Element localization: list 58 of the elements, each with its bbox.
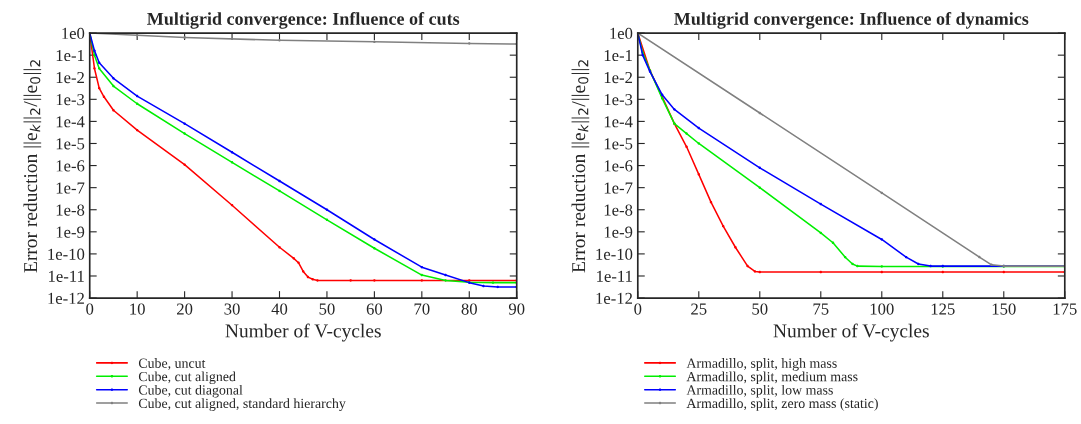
y-tick-label: 1e-11 bbox=[597, 270, 632, 282]
legend-label: Cube, cut aligned bbox=[138, 371, 236, 385]
x-tick-label: 70 bbox=[414, 303, 430, 315]
y-tick-label: 1e-12 bbox=[596, 292, 633, 305]
x-tick-label: 125 bbox=[931, 303, 955, 315]
y-tick-label: 1e-6 bbox=[56, 160, 85, 172]
y-tick-label: 1e0 bbox=[62, 27, 85, 40]
legend-label: Armadillo, split, medium mass bbox=[686, 371, 858, 385]
y-tick-label: 1e0 bbox=[610, 27, 633, 40]
y-tick-label: 1e-2 bbox=[56, 71, 84, 84]
x-tick-label: 50 bbox=[752, 303, 768, 315]
y-tick-label: 1e-7 bbox=[56, 182, 85, 194]
x-axis-title: Number of V-cycles bbox=[773, 323, 929, 342]
y-tick-label: 1e-9 bbox=[56, 226, 85, 238]
y-tick-label: 1e-1 bbox=[604, 49, 632, 62]
legend-label: Armadillo, split, high mass bbox=[686, 358, 837, 371]
legend-label: Armadillo, split, zero mass (static) bbox=[686, 398, 878, 411]
y-tick-label: 1e-10 bbox=[48, 248, 85, 260]
x-tick-label: 50 bbox=[319, 303, 335, 315]
x-tick-label: 20 bbox=[177, 303, 193, 315]
x-tick-label: 0 bbox=[634, 303, 642, 315]
legend-label: Cube, cut diagonal bbox=[138, 384, 243, 398]
legend-label: Cube, cut aligned, standard hierarchy bbox=[138, 398, 346, 411]
x-tick-label: 75 bbox=[813, 303, 829, 315]
y-tick-label: 1e-8 bbox=[56, 204, 85, 216]
y-tick-label: 1e-10 bbox=[596, 248, 633, 260]
y-tick-label: 1e-2 bbox=[604, 71, 633, 84]
y-tick-label: 1e-12 bbox=[48, 292, 84, 305]
y-axis-title: Error reduction ||e$_{k}$||$_{2}$/||e$_{0}$||$_{2}$ bbox=[23, 60, 42, 273]
y-tick-label: 1e-5 bbox=[604, 138, 633, 150]
legend-label: Armadillo, split, low mass bbox=[686, 384, 833, 398]
x-axis-title: Number of V-cycles bbox=[225, 323, 381, 342]
x-tick-label: 100 bbox=[870, 303, 894, 315]
y-tick-label: 1e-4 bbox=[56, 116, 85, 128]
chart-title: Multigrid convergence: Influence of cuts bbox=[147, 12, 460, 29]
x-tick-label: 0 bbox=[86, 303, 94, 315]
x-tick-label: 25 bbox=[691, 303, 707, 315]
x-tick-label: 40 bbox=[271, 303, 288, 315]
y-tick-label: 1e-8 bbox=[604, 204, 633, 216]
x-tick-label: 60 bbox=[366, 303, 383, 315]
y-tick-label: 1e-9 bbox=[604, 226, 633, 238]
x-tick-label: 30 bbox=[224, 303, 240, 315]
x-tick-label: 150 bbox=[992, 303, 1016, 315]
y-tick-label: 1e-1 bbox=[56, 49, 84, 62]
x-tick-label: 80 bbox=[461, 303, 477, 315]
y-tick-label: 1e-6 bbox=[604, 160, 633, 172]
x-tick-label: 90 bbox=[508, 303, 525, 315]
y-axis-title: Error reduction ||e$_{k}$||$_{2}$/||e$_{0}$||$_{2}$ bbox=[571, 60, 590, 273]
y-tick-label: 1e-4 bbox=[604, 116, 633, 128]
x-tick-label: 175 bbox=[1053, 303, 1077, 315]
y-tick-label: 1e-11 bbox=[49, 270, 84, 282]
legend-label: Cube, uncut bbox=[138, 358, 206, 370]
y-tick-label: 1e-5 bbox=[56, 138, 85, 150]
y-tick-label: 1e-7 bbox=[604, 182, 633, 194]
y-tick-label: 1e-3 bbox=[604, 94, 633, 106]
chart-title: Multigrid convergence: Influence of dynamics bbox=[674, 12, 1029, 29]
y-tick-label: 1e-3 bbox=[56, 94, 85, 106]
x-tick-label: 10 bbox=[130, 303, 145, 315]
